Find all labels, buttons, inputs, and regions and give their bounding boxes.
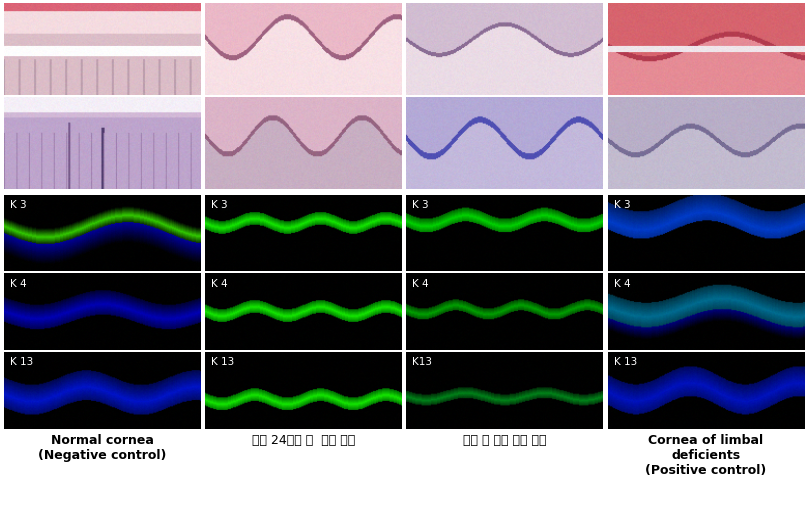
Text: K 13: K 13 — [10, 357, 33, 367]
Text: K 3: K 3 — [613, 200, 630, 210]
Text: 분리 후 바로 시트 이식: 분리 후 바로 시트 이식 — [463, 434, 546, 447]
Text: K 13: K 13 — [211, 357, 234, 367]
Text: K 13: K 13 — [613, 357, 637, 367]
Text: K 3: K 3 — [10, 200, 27, 210]
Text: Cornea of limbal
deficients
(Positive control): Cornea of limbal deficients (Positive co… — [645, 434, 767, 477]
Text: K 3: K 3 — [412, 200, 429, 210]
Text: K 3: K 3 — [211, 200, 228, 210]
Text: K 4: K 4 — [10, 279, 27, 289]
Text: 분리 24시간 후  시트 이식: 분리 24시간 후 시트 이식 — [252, 434, 355, 447]
Text: K13: K13 — [412, 357, 432, 367]
Text: K 4: K 4 — [412, 279, 429, 289]
Text: Normal cornea
(Negative control): Normal cornea (Negative control) — [38, 434, 166, 462]
Text: K 4: K 4 — [211, 279, 228, 289]
Text: K 4: K 4 — [613, 279, 630, 289]
